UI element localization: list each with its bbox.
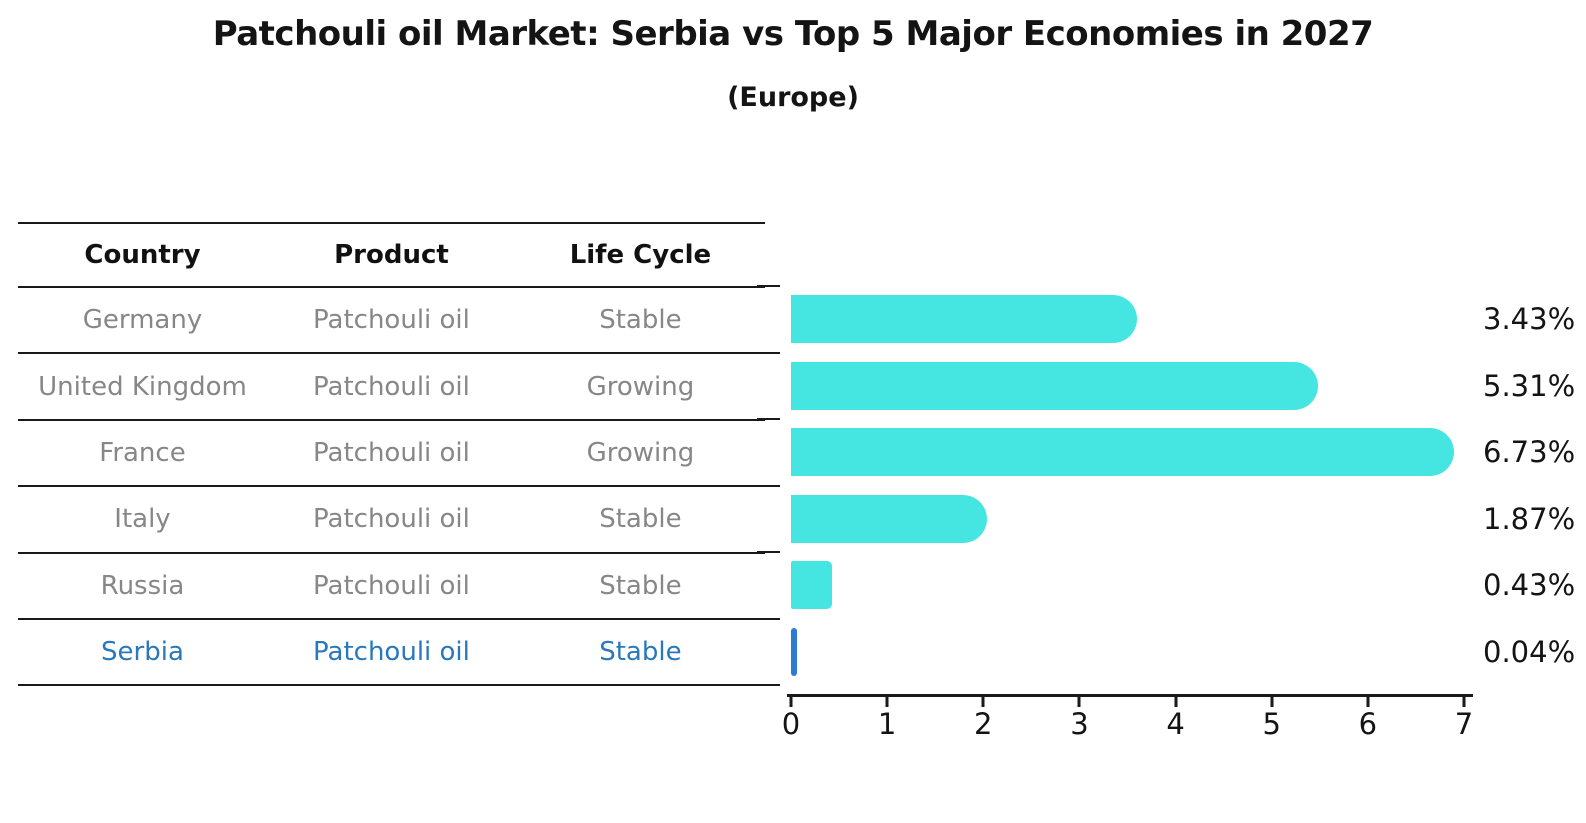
table-header-row: Country Product Life Cycle xyxy=(18,224,765,288)
country-cell: Serbia xyxy=(101,637,184,668)
column-header-product: Product xyxy=(334,240,449,270)
chart-title: Patchouli oil Market: Serbia vs Top 5 Ma… xyxy=(212,14,1374,54)
bar-france xyxy=(791,428,1455,477)
value-label: 3.43% xyxy=(1483,302,1576,337)
x-tick-label: 0 xyxy=(781,707,801,741)
x-tick-label: 2 xyxy=(974,707,993,741)
x-tick-mark xyxy=(1270,697,1274,707)
bar-row-france: 6.73% xyxy=(791,419,1575,486)
y-tick-mark xyxy=(757,418,780,420)
country-cell: Italy xyxy=(114,504,171,535)
x-tick-mark xyxy=(981,697,985,707)
bar-united-kingdom xyxy=(791,361,1318,410)
table-row: France Patchouli oil Growing xyxy=(18,421,765,488)
x-tick-mark xyxy=(789,697,793,707)
life-cycle-cell: Stable xyxy=(599,570,682,601)
life-cycle-cell: Stable xyxy=(599,305,682,336)
value-label: 1.87% xyxy=(1483,501,1576,536)
chart-subtitle: (Europe) xyxy=(727,82,859,113)
value-label: 6.73% xyxy=(1483,435,1576,470)
life-cycle-cell: Growing xyxy=(586,371,695,402)
x-tick-mark xyxy=(1462,697,1466,707)
table-row: Italy Patchouli oil Stable xyxy=(18,487,765,554)
x-tick-mark xyxy=(1366,697,1370,707)
country-cell: Russia xyxy=(100,570,185,601)
country-cell: Germany xyxy=(82,305,203,336)
column-header-country: Country xyxy=(84,240,201,270)
country-cell: United Kingdom xyxy=(38,371,247,402)
y-tick-mark xyxy=(757,617,780,620)
x-tick-mark xyxy=(1077,697,1081,707)
x-tick-mark xyxy=(1174,697,1178,707)
table-row: Germany Patchouli oil Stable xyxy=(18,288,765,355)
product-cell: Patchouli oil xyxy=(313,504,470,535)
x-axis: 0 1 2 3 4 5 6 7 xyxy=(782,694,1473,754)
table-row: Russia Patchouli oil Stable xyxy=(18,554,765,620)
column-header-life-cycle: Life Cycle xyxy=(569,240,712,270)
y-tick-mark xyxy=(757,484,780,487)
x-axis-line xyxy=(787,694,1473,697)
life-cycle-cell: Growing xyxy=(586,437,695,468)
product-cell: Patchouli oil xyxy=(313,637,470,668)
value-label: 0.43% xyxy=(1483,568,1576,603)
table-row-serbia: Serbia Patchouli oil Stable xyxy=(18,620,765,687)
bar-italy xyxy=(791,494,987,543)
bar-row-italy: 1.87% xyxy=(791,486,1575,553)
x-tick-mark xyxy=(885,697,889,707)
y-tick-mark xyxy=(757,551,780,553)
country-cell: France xyxy=(99,437,186,468)
y-tick-mark xyxy=(757,684,780,686)
x-tick-label: 1 xyxy=(877,707,897,741)
country-table: Country Product Life Cycle Germany Patch… xyxy=(18,222,765,687)
x-tick-label: 3 xyxy=(1070,707,1089,741)
x-tick-label: 6 xyxy=(1358,707,1378,741)
product-cell: Patchouli oil xyxy=(313,570,470,601)
life-cycle-cell: Stable xyxy=(599,637,682,668)
bar-germany xyxy=(791,295,1137,344)
value-label: 5.31% xyxy=(1483,368,1576,403)
y-tick-mark xyxy=(757,351,780,354)
bar-plot-area: 3.43% 5.31% 6.73% 1.87% 0.43% 0.04% xyxy=(757,285,1575,686)
bar-row-germany: 3.43% xyxy=(791,286,1575,353)
bar-row-russia: 0.43% xyxy=(791,552,1575,619)
x-tick-label: 7 xyxy=(1454,707,1474,741)
bar-serbia xyxy=(791,627,797,676)
table-row: United Kingdom Patchouli oil Growing xyxy=(18,354,765,421)
life-cycle-cell: Stable xyxy=(599,504,682,535)
product-cell: Patchouli oil xyxy=(313,305,470,336)
product-cell: Patchouli oil xyxy=(313,371,470,402)
bar-russia xyxy=(791,561,833,610)
bar-row-united-kingdom: 5.31% xyxy=(791,353,1575,420)
y-tick-mark xyxy=(757,285,780,287)
x-tick-label: 4 xyxy=(1166,707,1185,741)
product-cell: Patchouli oil xyxy=(313,437,470,468)
value-label: 0.04% xyxy=(1483,634,1576,669)
x-tick-label: 5 xyxy=(1262,707,1281,741)
bar-row-serbia: 0.04% xyxy=(791,619,1575,686)
